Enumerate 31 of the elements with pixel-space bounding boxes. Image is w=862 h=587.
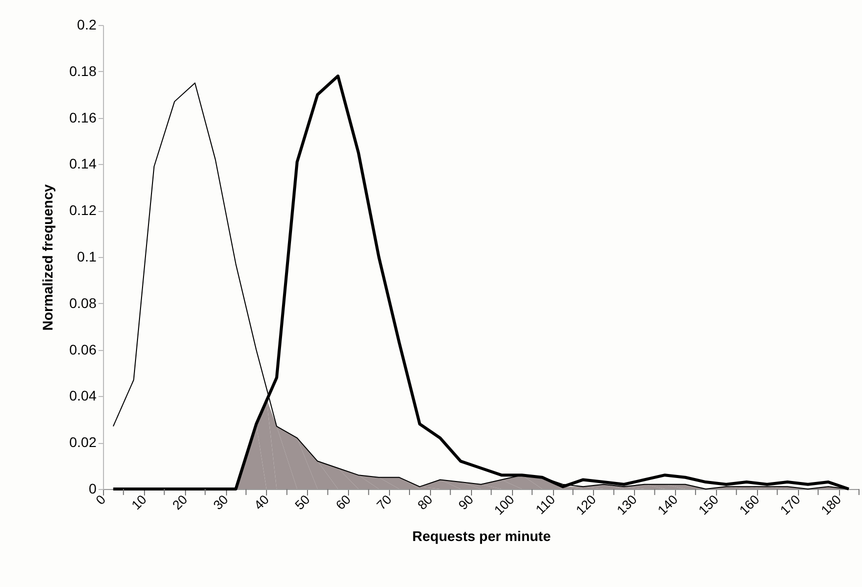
y-tick-label: 0.16 xyxy=(69,109,97,126)
y-tick-label: 0.1 xyxy=(77,248,97,264)
x-tick-label: 130 xyxy=(614,492,640,518)
y-tick-label: 0.02 xyxy=(69,434,97,450)
x-tick-label: 100 xyxy=(491,492,518,518)
x-tick-label: 60 xyxy=(332,492,354,513)
x-tick-label: 70 xyxy=(374,492,395,513)
x-tick-label: 180 xyxy=(818,492,844,518)
x-axis-title: Requests per minute xyxy=(412,528,551,544)
x-tick-label: 90 xyxy=(455,492,476,513)
y-tick-label: 0.18 xyxy=(69,62,97,79)
x-tick-label: 120 xyxy=(572,492,599,518)
y-tick-label: 0.14 xyxy=(69,156,97,172)
y-tick-label: 0.12 xyxy=(69,202,97,218)
x-tick-label: 160 xyxy=(736,492,762,518)
x-tick-label: 170 xyxy=(777,492,804,518)
x-tick-label: 40 xyxy=(251,492,272,513)
x-tick-label: 150 xyxy=(695,492,722,518)
y-tick-label: 0 xyxy=(88,480,97,496)
x-tick-label: 80 xyxy=(414,492,436,513)
x-tick-label: 30 xyxy=(210,492,232,513)
x-tick-label: 50 xyxy=(292,492,313,513)
y-tick-label: 0.08 xyxy=(69,294,97,311)
y-tick-label: 0.2 xyxy=(77,16,97,32)
y-axis-title: Normalized frequency xyxy=(39,184,56,331)
x-tick-label: 10 xyxy=(128,492,150,513)
x-tick-label: 20 xyxy=(169,492,190,513)
y-tick-label: 0.06 xyxy=(69,341,97,358)
x-tick-label: 110 xyxy=(532,492,558,518)
x-tick-label: 140 xyxy=(654,492,681,518)
y-tick-label: 0.04 xyxy=(69,388,97,404)
